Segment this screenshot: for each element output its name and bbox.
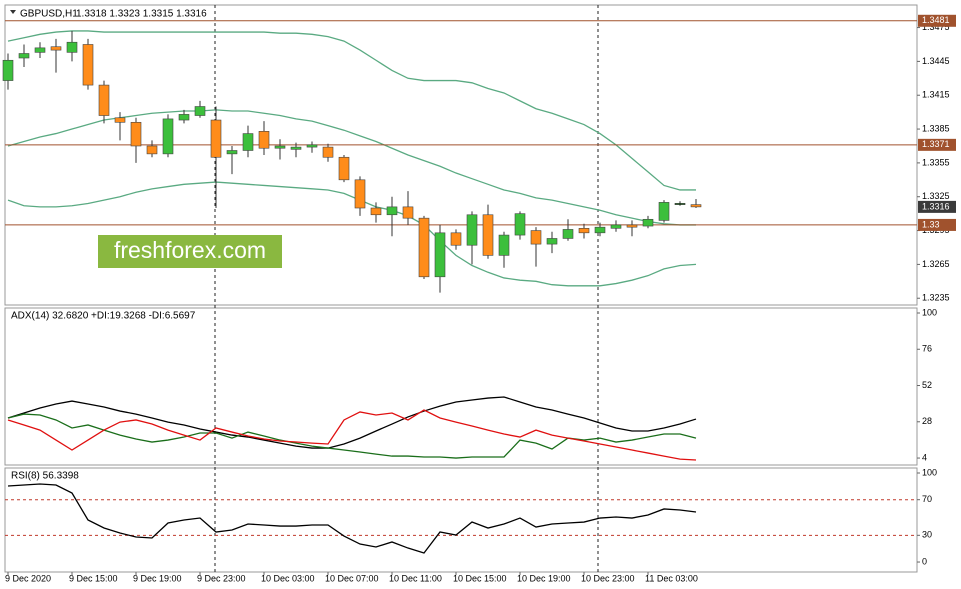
x-tick-label: 10 Dec 03:00 xyxy=(261,573,315,583)
x-tick-label: 10 Dec 15:00 xyxy=(453,573,507,583)
band-upper xyxy=(7,30,696,191)
adx-title: ADX(14) 32.6820 +DI:19.3268 -DI:6.5697 xyxy=(11,311,196,322)
price-panel xyxy=(4,4,918,306)
x-tick-label: 10 Dec 11:00 xyxy=(389,573,442,583)
candle-body xyxy=(114,117,126,123)
x-tick-label: 10 Dec 07:00 xyxy=(325,573,379,583)
x-tick-label: 10 Dec 19:00 xyxy=(517,573,571,583)
candle-body xyxy=(178,114,190,121)
ohlc-values: 1.3318 1.3323 1.3315 1.3316 xyxy=(76,9,207,20)
candle-body xyxy=(514,213,526,236)
indicator-line xyxy=(7,413,697,459)
candle-body xyxy=(290,146,302,150)
candle-body xyxy=(418,217,430,278)
candle-body xyxy=(434,232,446,278)
candle-body xyxy=(130,121,142,147)
candle-body xyxy=(354,179,366,209)
y-tick-label: 76 xyxy=(922,344,932,354)
y-tick-label: 1.3385 xyxy=(922,123,950,133)
y-tick-label: 1.3265 xyxy=(922,259,950,269)
y-tick-label: 1.3355 xyxy=(922,157,950,167)
candle-body xyxy=(674,203,686,205)
candle-body xyxy=(274,145,286,149)
candle-body xyxy=(194,106,206,116)
candle-body xyxy=(306,144,318,148)
candle-body xyxy=(690,204,702,208)
candle-body xyxy=(34,47,46,53)
candle-body xyxy=(82,44,94,86)
y-tick-label: 1.3325 xyxy=(922,191,950,201)
y-tick-label: 1.3415 xyxy=(922,90,950,100)
candle-body xyxy=(162,118,174,155)
candle-body xyxy=(546,238,558,245)
price-tag-label: 1.3371 xyxy=(922,139,950,149)
x-tick-label: 9 Dec 19:00 xyxy=(133,573,182,583)
candle-body xyxy=(18,53,30,59)
candle-body xyxy=(626,224,638,228)
y-tick-label: 28 xyxy=(922,416,932,426)
candle-body xyxy=(498,234,510,256)
rsi-panel xyxy=(4,467,918,573)
indicator-line xyxy=(7,409,697,461)
candle-body xyxy=(658,202,670,221)
candle-body xyxy=(98,84,110,116)
price-tag-label: 1.3481 xyxy=(922,15,950,25)
y-tick-label: 70 xyxy=(922,494,932,504)
band-lower xyxy=(7,181,697,287)
candle-body xyxy=(322,146,334,158)
candle-body xyxy=(402,206,414,219)
price-tag xyxy=(918,138,956,151)
x-tick-label: 9 Dec 23:00 xyxy=(197,573,246,583)
last-price-tag xyxy=(918,200,956,213)
price-tag xyxy=(918,14,956,27)
candle-body xyxy=(226,150,238,155)
x-tick-label: 9 Dec 2020 xyxy=(5,573,51,583)
watermark-box xyxy=(98,235,282,268)
candle-body xyxy=(466,214,478,246)
candle-body xyxy=(642,218,654,227)
candle-body xyxy=(562,229,574,239)
y-tick-label: 30 xyxy=(922,530,932,540)
collapse-icon xyxy=(10,10,16,14)
rsi-title: RSI(8) 56.3398 xyxy=(11,471,79,482)
candle-body xyxy=(258,131,270,149)
watermark: freshforex.com xyxy=(114,237,266,263)
indicator-line xyxy=(7,483,697,554)
y-tick-label: 100 xyxy=(922,467,937,477)
candle-body xyxy=(594,226,606,234)
price-tag-label: 1.33 xyxy=(922,219,940,229)
x-tick-label: 10 Dec 23:00 xyxy=(581,573,635,583)
candle-body xyxy=(242,133,254,151)
candle-body xyxy=(386,206,398,216)
candle-body xyxy=(2,59,14,81)
y-tick-label: 1.3235 xyxy=(922,293,950,303)
candle-body xyxy=(338,156,350,181)
y-tick-label: 1.3475 xyxy=(922,22,950,32)
y-tick-label: 4 xyxy=(922,452,927,462)
candle-body xyxy=(482,214,494,256)
x-tick-label: 9 Dec 15:00 xyxy=(69,573,118,583)
last-price-label: 1.3316 xyxy=(922,201,950,211)
candle-body xyxy=(146,145,158,155)
y-tick-label: 1.3445 xyxy=(922,56,950,66)
candle-body xyxy=(610,224,622,229)
candle-body xyxy=(50,46,62,51)
price-tag xyxy=(918,218,956,231)
candle-body xyxy=(210,119,222,158)
candle-body xyxy=(530,230,542,245)
indicator-line xyxy=(7,396,697,449)
x-tick-label: 11 Dec 03:00 xyxy=(645,573,698,583)
band-middle xyxy=(7,109,696,226)
adx-panel xyxy=(4,307,918,466)
candle-body xyxy=(450,232,462,246)
chart-title: GBPUSD,H1 xyxy=(20,9,78,20)
y-tick-label: 100 xyxy=(922,307,937,317)
y-tick-label: 0 xyxy=(922,556,927,566)
candle-body xyxy=(370,207,382,216)
candle-body xyxy=(66,41,78,53)
candle-body xyxy=(578,228,590,234)
y-tick-label: 52 xyxy=(922,380,932,390)
